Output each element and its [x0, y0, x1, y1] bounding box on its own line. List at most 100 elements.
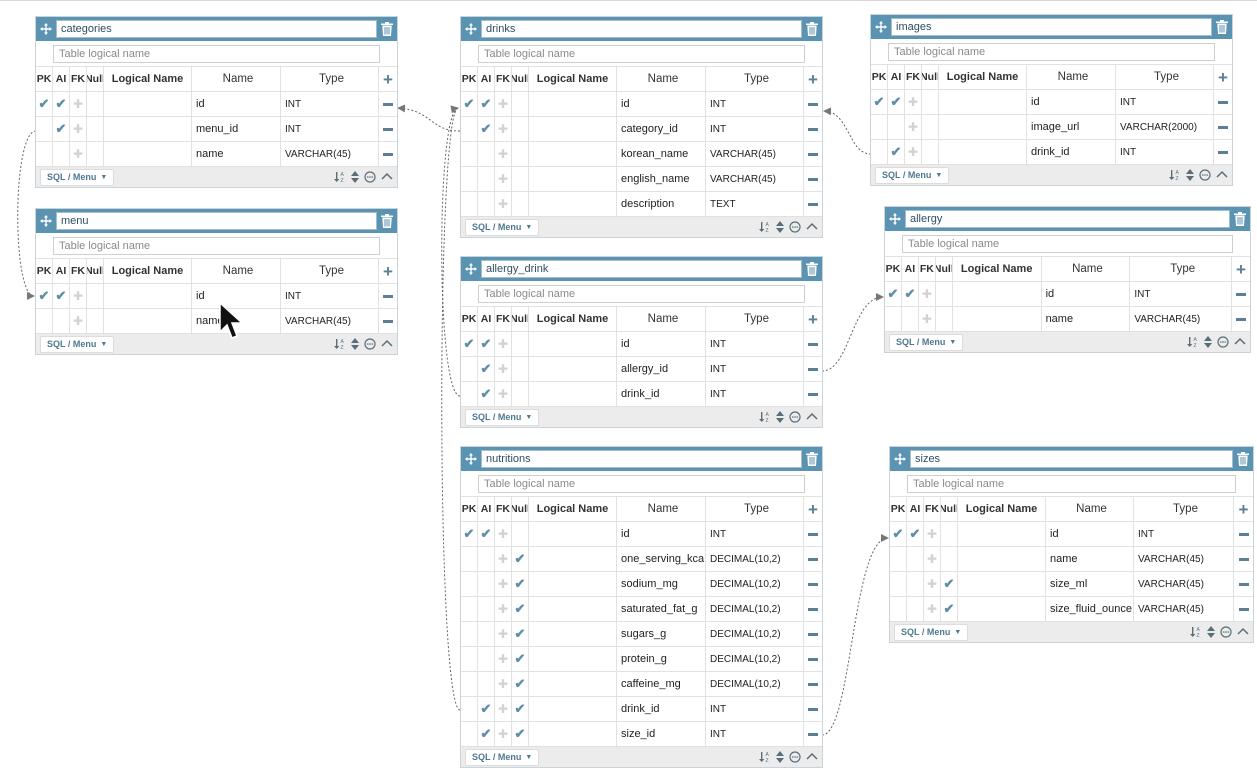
nl-toggle[interactable]: ✔: [512, 672, 529, 696]
ai-toggle[interactable]: [478, 622, 495, 646]
pk-toggle[interactable]: [461, 622, 478, 646]
table-logical-name-input[interactable]: Table logical name: [907, 474, 1236, 493]
column-name[interactable]: saturated_fat_g: [617, 597, 706, 621]
nl-toggle[interactable]: [941, 522, 958, 546]
fk-toggle[interactable]: ✚: [495, 382, 512, 406]
table-name-input[interactable]: images: [891, 18, 1212, 36]
add-column-button[interactable]: +: [804, 67, 822, 91]
nl-toggle[interactable]: ✔: [512, 697, 529, 721]
ai-toggle[interactable]: ✔: [478, 522, 495, 546]
ai-toggle[interactable]: [478, 597, 495, 621]
nl-toggle[interactable]: [941, 547, 958, 571]
fk-toggle[interactable]: ✚: [70, 92, 87, 116]
column-type[interactable]: INT: [1116, 140, 1214, 164]
pk-toggle[interactable]: [871, 115, 888, 139]
pk-toggle[interactable]: ✔: [461, 332, 478, 356]
remove-column-button[interactable]: [804, 357, 822, 381]
table-logical-name-input[interactable]: Table logical name: [478, 44, 805, 63]
fk-toggle[interactable]: ✚: [924, 547, 941, 571]
pk-toggle[interactable]: [890, 547, 907, 571]
nl-toggle[interactable]: [922, 115, 939, 139]
pk-toggle[interactable]: [461, 192, 478, 216]
comment-icon[interactable]: [1220, 626, 1232, 638]
column-name[interactable]: protein_g: [617, 647, 706, 671]
column-logical-name[interactable]: [958, 547, 1046, 571]
sql-menu-button[interactable]: SQL / Menu ▼: [40, 168, 115, 186]
nl-toggle[interactable]: [87, 309, 104, 333]
pk-toggle[interactable]: [461, 647, 478, 671]
column-logical-name[interactable]: [529, 647, 617, 671]
nl-toggle[interactable]: ✔: [512, 722, 529, 746]
pk-toggle[interactable]: [461, 167, 478, 191]
sql-menu-button[interactable]: SQL / Menu ▼: [465, 408, 540, 426]
ai-toggle[interactable]: [478, 672, 495, 696]
fk-toggle[interactable]: ✚: [495, 622, 512, 646]
table-name-input[interactable]: nutritions: [481, 450, 802, 468]
column-name[interactable]: category_id: [617, 117, 706, 141]
column-name[interactable]: drink_id: [617, 697, 706, 721]
move-icon[interactable]: [38, 211, 54, 231]
column-type[interactable]: INT: [1116, 90, 1214, 114]
fk-toggle[interactable]: ✚: [495, 672, 512, 696]
column-logical-name[interactable]: [939, 90, 1027, 114]
fk-toggle[interactable]: ✚: [495, 522, 512, 546]
nl-toggle[interactable]: [936, 307, 953, 331]
column-name[interactable]: size_fluid_ounce: [1046, 597, 1134, 621]
column-type[interactable]: TEXT: [706, 192, 804, 216]
nl-toggle[interactable]: [512, 382, 529, 406]
column-name[interactable]: id: [192, 92, 281, 116]
ai-toggle[interactable]: [478, 647, 495, 671]
column-logical-name[interactable]: [529, 167, 617, 191]
nl-toggle[interactable]: ✔: [512, 597, 529, 621]
ai-toggle[interactable]: [478, 192, 495, 216]
pk-toggle[interactable]: ✔: [461, 92, 478, 116]
column-type[interactable]: VARCHAR(45): [1134, 572, 1234, 596]
pk-toggle[interactable]: [461, 572, 478, 596]
add-column-button[interactable]: +: [1232, 257, 1250, 281]
column-type[interactable]: INT: [706, 382, 804, 406]
move-icon[interactable]: [463, 19, 479, 39]
ai-toggle[interactable]: ✔: [902, 282, 919, 306]
column-logical-name[interactable]: [529, 332, 617, 356]
remove-column-button[interactable]: [379, 142, 397, 166]
add-column-button[interactable]: +: [379, 67, 397, 91]
column-name[interactable]: allergy_id: [617, 357, 706, 381]
column-logical-name[interactable]: [104, 92, 192, 116]
column-logical-name[interactable]: [104, 309, 192, 333]
pk-toggle[interactable]: ✔: [890, 522, 907, 546]
reorder-icon[interactable]: [776, 221, 784, 233]
sql-menu-button[interactable]: SQL / Menu ▼: [875, 166, 950, 184]
nl-toggle[interactable]: [512, 522, 529, 546]
column-logical-name[interactable]: [529, 597, 617, 621]
table-name-input[interactable]: sizes: [910, 450, 1233, 468]
ai-toggle[interactable]: [478, 547, 495, 571]
column-type[interactable]: DECIMAL(10,2): [706, 572, 804, 596]
ai-toggle[interactable]: [478, 167, 495, 191]
column-logical-name[interactable]: [953, 282, 1042, 306]
pk-toggle[interactable]: ✔: [885, 282, 902, 306]
table-name-input[interactable]: allergy_drink: [481, 260, 802, 278]
remove-column-button[interactable]: [804, 572, 822, 596]
table-logical-name-input[interactable]: Table logical name: [478, 474, 805, 493]
column-name[interactable]: sugars_g: [617, 622, 706, 646]
column-type[interactable]: VARCHAR(2000): [1116, 115, 1214, 139]
nl-toggle[interactable]: [922, 140, 939, 164]
add-column-button[interactable]: +: [379, 259, 397, 283]
move-icon[interactable]: [463, 259, 479, 279]
column-logical-name[interactable]: [953, 307, 1042, 331]
column-name[interactable]: id: [192, 284, 281, 308]
nl-toggle[interactable]: ✔: [512, 647, 529, 671]
comment-icon[interactable]: [1217, 336, 1229, 348]
column-type[interactable]: VARCHAR(45): [281, 309, 379, 333]
ai-toggle[interactable]: ✔: [53, 284, 70, 308]
fk-toggle[interactable]: ✚: [70, 309, 87, 333]
column-logical-name[interactable]: [529, 547, 617, 571]
move-icon[interactable]: [38, 19, 54, 39]
column-name[interactable]: drink_id: [1027, 140, 1116, 164]
ai-toggle[interactable]: [53, 309, 70, 333]
pk-toggle[interactable]: [890, 572, 907, 596]
reorder-icon[interactable]: [1207, 626, 1215, 638]
collapse-icon[interactable]: [381, 171, 393, 183]
